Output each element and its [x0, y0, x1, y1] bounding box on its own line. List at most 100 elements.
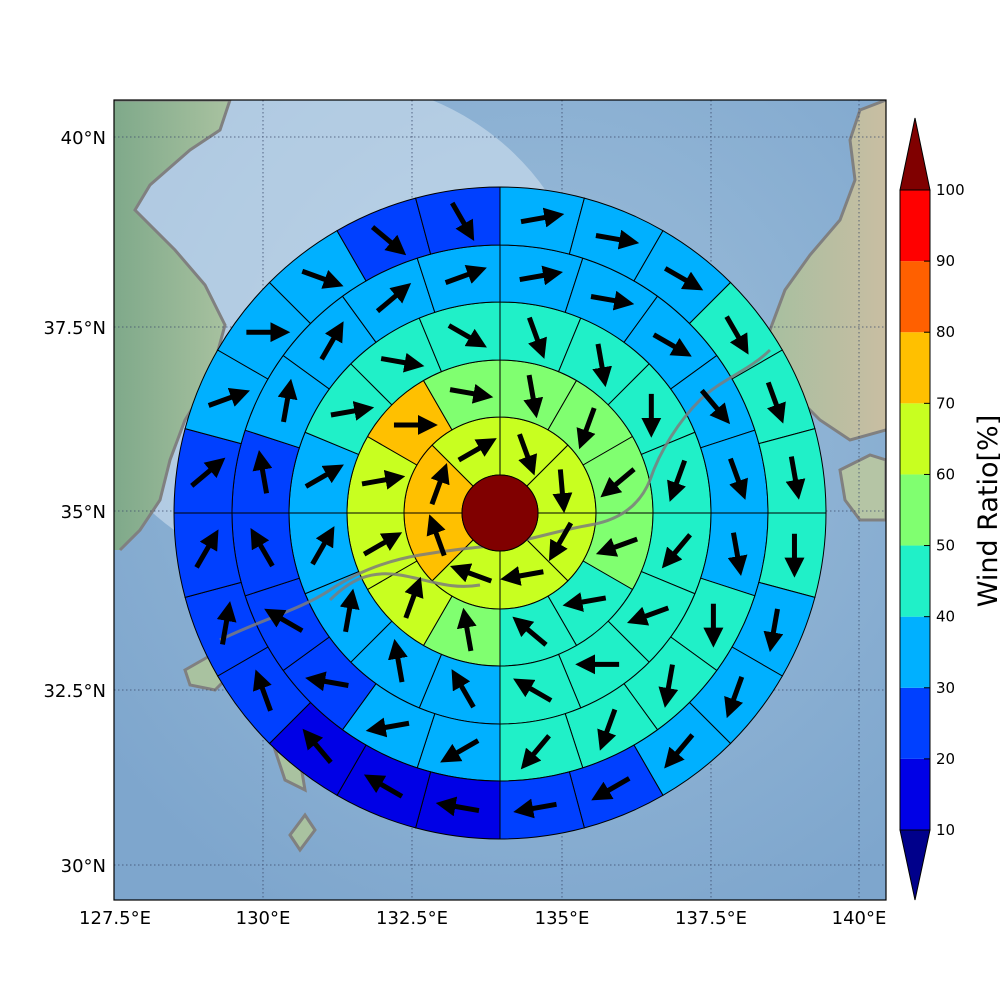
coastline-path	[328, 572, 481, 602]
wind-arrow	[301, 268, 344, 289]
wind-arrow	[652, 332, 692, 357]
wind-arrow	[363, 774, 404, 799]
colorbar-tick-label: 60	[936, 465, 955, 483]
wind-arrow	[380, 352, 425, 373]
colorbar-block	[900, 545, 930, 617]
colorbar-label: Wind Ratio[%]	[973, 415, 1000, 607]
wind-arrow	[595, 536, 639, 557]
wind-arrow	[548, 521, 574, 562]
wind-arrow	[500, 566, 544, 586]
wind-arrow	[370, 225, 407, 256]
wind-arrow	[440, 738, 480, 763]
wind-arrow	[724, 676, 745, 719]
colorbar-tick-label: 50	[936, 537, 955, 555]
wind-arrow	[310, 526, 335, 566]
wind-arrow	[426, 514, 447, 557]
wind-arrow	[339, 588, 360, 633]
wind-arrow	[403, 576, 424, 619]
wind-arrow	[592, 343, 612, 388]
y-tick-label: 37.5°N	[43, 318, 106, 339]
wind-arrow	[527, 316, 547, 359]
landmass-west	[114, 100, 230, 550]
colorbar-block	[900, 190, 930, 262]
y-tick-label: 40°N	[61, 128, 106, 149]
x-tick-label: 140°E	[832, 908, 887, 929]
wind-arrow	[597, 708, 618, 751]
colorbar-tick-label: 80	[936, 323, 955, 341]
wind-arrow	[591, 776, 631, 801]
wind-arrow	[576, 407, 597, 450]
wind-arrow	[207, 387, 250, 408]
wind-arrow	[728, 457, 748, 500]
colorbar-tick-label: 90	[936, 252, 955, 270]
x-tick-label: 130°E	[236, 908, 291, 929]
wind-arrow	[519, 265, 563, 286]
colorbar-tick-label: 40	[936, 608, 955, 626]
coastline-path	[219, 479, 652, 642]
wind-arrow	[450, 563, 493, 584]
wind-arrow	[552, 469, 573, 514]
colorbar-block	[900, 474, 930, 546]
wind-sector-cell	[415, 186, 501, 255]
y-tick-label: 35°N	[61, 502, 106, 523]
wind-arrow	[444, 265, 487, 285]
x-tick-label: 127.5°E	[79, 908, 151, 929]
wind-arrow	[520, 207, 565, 228]
wind-arrow	[517, 433, 538, 476]
colorbar-tick-label: 30	[936, 679, 955, 697]
colorbar-tick-label: 70	[936, 394, 955, 412]
wind-arrow	[375, 282, 412, 314]
wind-arrow	[304, 464, 344, 489]
colorbar-block	[900, 758, 930, 830]
wind-arrow	[590, 290, 635, 311]
colorbar-block	[900, 261, 930, 333]
colorbar-block	[900, 687, 930, 759]
wind-arrow	[429, 463, 450, 506]
wind-arrow	[302, 728, 333, 765]
wind-arrow	[447, 323, 487, 348]
colorbar-tick-label: 100	[936, 181, 965, 199]
coastline-overlay	[219, 348, 772, 642]
wind-arrow	[523, 374, 544, 419]
wind-arrows	[190, 201, 806, 819]
y-axis-ticks: 40°N 37.5°N 35°N 32.5°N 30°N	[43, 128, 106, 877]
wind-arrow	[765, 381, 786, 424]
wind-arrow	[600, 467, 636, 498]
wind-arrow	[264, 608, 304, 633]
colorbar-tick-label: 10	[936, 821, 955, 839]
y-tick-label: 30°N	[61, 856, 106, 877]
wind-arrow	[190, 457, 226, 488]
wind-arrow	[512, 616, 548, 647]
wind-arrow	[451, 669, 476, 709]
colorbar-tick-label: 20	[936, 750, 955, 768]
wind-arrow	[724, 315, 749, 355]
wind-arrow	[663, 266, 704, 291]
wind-arrow	[664, 733, 695, 769]
wind-arrow	[595, 229, 640, 250]
map-frame	[113, 99, 887, 901]
wind-arrow	[727, 532, 748, 576]
wind-arrow	[658, 664, 679, 708]
wind-arrow	[216, 601, 237, 645]
wind-arrow	[626, 605, 670, 626]
colorbar-block	[900, 332, 930, 404]
wind-arrow	[450, 201, 475, 241]
wind-arrow	[667, 459, 688, 502]
wind-arrow	[362, 532, 403, 557]
wind-sector-cell	[173, 512, 242, 598]
wind-arrow	[319, 321, 344, 361]
wind-arrow	[365, 717, 410, 738]
colorbar-frame	[899, 189, 931, 831]
wind-arrow	[277, 378, 298, 423]
colorbar-block	[900, 616, 930, 688]
wind-arrow	[456, 607, 477, 652]
x-tick-label: 135°E	[535, 908, 590, 929]
wind-arrow	[763, 608, 784, 653]
wind-arrow	[250, 528, 275, 568]
wind-arrow	[388, 638, 408, 683]
wind-arrow	[330, 401, 375, 421]
wind-arrow	[361, 469, 406, 490]
wind-arrow	[457, 438, 497, 463]
colorbar: 10 20 30 40 50 60 70 80 90 100 Wind Ratio[%]	[899, 117, 1000, 901]
